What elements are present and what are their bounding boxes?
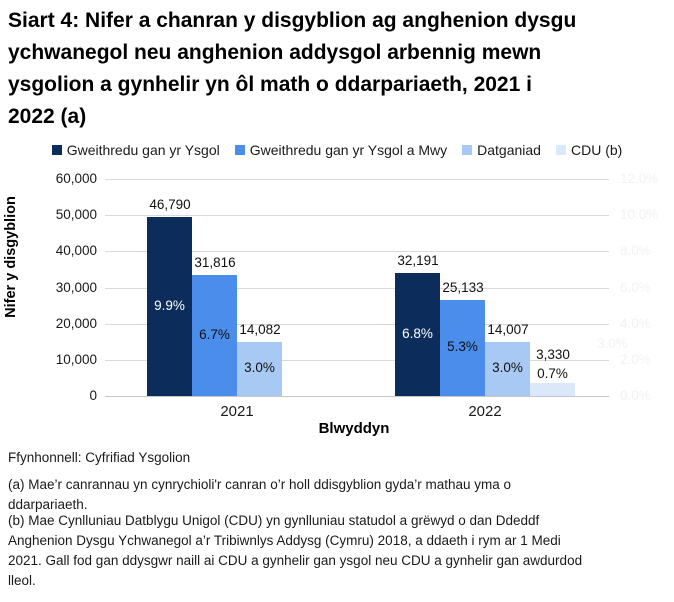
y-axis-right-tick: 4.0% <box>620 316 651 331</box>
legend-item-2: Datganiad <box>462 142 541 158</box>
gridline <box>105 360 609 361</box>
source-note: Ffynhonnell: Cyfrifiad Ysgolion <box>8 450 191 465</box>
y-axis-left-tick: 60,000 <box>55 171 97 186</box>
bar-count-label: 14,082 <box>239 322 281 337</box>
text-line: ysgolion a gynhelir yn ôl math o ddarpar… <box>8 73 532 96</box>
y-axis-left-tick: 40,000 <box>55 243 97 258</box>
bar-count-label: 32,191 <box>397 253 439 268</box>
y-axis-right-tick: 12.0% <box>620 171 659 186</box>
gridline <box>105 288 609 289</box>
footnote-a: (a) Mae’r canrannau yn cynrychioli'r can… <box>8 475 668 515</box>
y-axis-right-tick: 8.0% <box>620 243 651 258</box>
bar-2021-series1 <box>192 275 237 396</box>
bar-2021-series0 <box>147 217 192 396</box>
legend-item-1: Gweithredu gan yr Ysgol a Mwy <box>234 142 448 158</box>
legend-label: Gweithredu gan yr Ysgol <box>66 142 220 158</box>
bar-pct-label: 0.7% <box>537 366 568 381</box>
text-line: lleol. <box>8 573 36 588</box>
text-line: 2022 (a) <box>8 105 87 128</box>
gridline <box>105 324 609 325</box>
x-axis-tick-2021: 2021 <box>220 403 254 420</box>
text-line: ddarpariaeth. <box>8 497 88 512</box>
legend-label: Datganiad <box>477 142 541 158</box>
bar-count-label: 3,330 <box>536 347 570 362</box>
chart-title: Siart 4: Nifer a chanran y disgyblion ag… <box>8 5 668 133</box>
bar-pct-label: 3.0% <box>244 360 275 375</box>
bar-count-label: 31,816 <box>194 255 236 270</box>
bar-2021-series2 <box>237 342 282 396</box>
gridline <box>105 215 609 216</box>
bar-pct-label: 3.0% <box>492 360 523 375</box>
legend-label: Gweithredu gan yr Ysgol a Mwy <box>249 142 448 158</box>
y-axis-left-tick: 50,000 <box>55 207 97 222</box>
text-line: ychwanegol neu anghenion addysgol arbenn… <box>8 41 542 64</box>
y-axis-title: Nifer y disgyblion <box>3 196 19 318</box>
x-axis-title: Blwyddyn <box>318 420 390 437</box>
y-axis-right-tick: 2.0% <box>620 352 651 367</box>
y-axis-left-tick: 20,000 <box>55 316 97 331</box>
bar-count-label: 14,007 <box>487 322 529 337</box>
bar-2022-series1 <box>440 300 485 396</box>
y-axis-right-tick: 0.0% <box>620 388 651 403</box>
footnote-b: (b) Mae Cynlluniau Datblygu Unigol (CDU)… <box>8 511 672 591</box>
legend-item-3: CDU (b) <box>555 142 623 158</box>
text-line: Siart 4: Nifer a chanran y disgyblion ag… <box>8 9 577 32</box>
bar-pct-label: 6.8% <box>402 326 433 341</box>
gridline <box>105 251 609 252</box>
legend-item-0: Gweithredu gan yr Ysgol <box>51 142 220 158</box>
legend-swatch-icon <box>234 145 245 155</box>
y-axis-left-tick: 30,000 <box>55 280 97 295</box>
bar-2022-series0 <box>395 273 440 396</box>
legend-swatch-icon <box>462 145 473 155</box>
chart-legend: Gweithredu gan yr Ysgol Gweithredu gan yr… <box>0 141 674 159</box>
bar-pct-label: 9.9% <box>154 298 185 313</box>
bar-2022-series3 <box>530 383 575 396</box>
y-axis-left-tick: 0 <box>89 388 97 403</box>
legend-swatch-icon <box>555 145 566 155</box>
text-line: (b) Mae Cynlluniau Datblygu Unigol (CDU)… <box>8 513 540 528</box>
text-line: 2021. Gall fod gan ddysgwr naill ai CDU … <box>8 553 583 568</box>
text-line: (a) Mae’r canrannau yn cynrychioli'r can… <box>8 477 512 492</box>
bar-count-label: 46,790 <box>149 197 191 212</box>
gridline <box>105 396 609 397</box>
y-axis-right-tick: 6.0% <box>620 280 651 295</box>
stray-percentage-label: 3.0% <box>597 336 628 351</box>
x-axis-tick-2022: 2022 <box>468 403 502 420</box>
bar-pct-label: 5.3% <box>447 339 478 354</box>
bar-2022-series2 <box>485 342 530 396</box>
bar-count-label: 25,133 <box>442 280 484 295</box>
bar-pct-label: 6.7% <box>199 327 230 342</box>
y-axis-left-tick: 10,000 <box>55 352 97 367</box>
legend-swatch-icon <box>51 145 62 155</box>
text-line: Anghenion Dysgu Ychwanegol a’r Tribiwnly… <box>8 533 561 548</box>
gridline <box>105 179 609 180</box>
legend-label: CDU (b) <box>570 142 623 158</box>
y-axis-right-tick: 10.0% <box>620 207 659 222</box>
